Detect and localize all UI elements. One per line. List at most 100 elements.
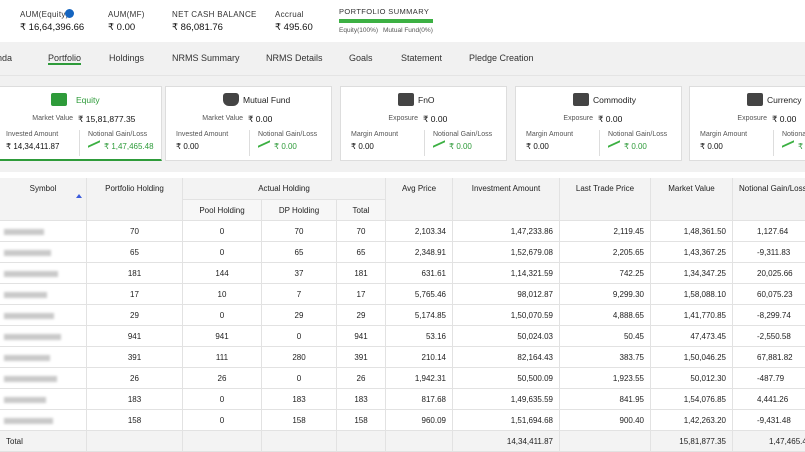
- asset-card[interactable]: Commodity Exposure ₹ 0.00 Margin Amount ₹ 0.…: [515, 86, 682, 161]
- metric-label: AUM(Equity): [20, 10, 69, 19]
- header-cell: Notional Gain/Loss: [733, 178, 805, 221]
- header-cell: Actual Holding: [183, 178, 386, 200]
- card-left-value: ₹ 0.00: [526, 142, 549, 151]
- header-cell: Last Trade Price: [560, 178, 651, 221]
- symbol-cell: [0, 389, 87, 410]
- header-cell: Portfolio Holding: [87, 178, 183, 221]
- header-cell: Symbol: [0, 178, 87, 221]
- symbol-cell: [0, 326, 87, 347]
- card-primary-label: Market Value: [202, 115, 243, 122]
- table-cell: 82,164.43: [453, 347, 560, 368]
- metric-label: AUM(MF): [108, 10, 145, 19]
- table-cell: 1,51,694.68: [453, 410, 560, 431]
- table-cell: 391: [337, 347, 386, 368]
- table-cell: 9,299.30: [560, 284, 651, 305]
- table-cell: 26: [87, 368, 183, 389]
- card-primary-value: ₹ 0.00: [248, 114, 273, 124]
- asset-card[interactable]: Equity Market Value ₹ 15,81,877.35 Invested…: [0, 86, 162, 161]
- card-divider: [79, 130, 80, 156]
- table-cell: 65: [87, 242, 183, 263]
- total-cell: 1,47,465.48: [733, 431, 805, 452]
- table-cell: 60,075.23: [733, 284, 805, 305]
- trend-icon: [88, 140, 100, 153]
- nav-tab[interactable]: NRMS Summary: [172, 53, 240, 63]
- table-cell: 1,41,770.85: [651, 305, 733, 326]
- nav-tab[interactable]: NRMS Details: [266, 53, 323, 63]
- table-cell: 1,50,070.59: [453, 305, 560, 326]
- header-cell: Avg Price: [386, 178, 453, 221]
- card-title: Equity: [76, 95, 100, 105]
- card-divider: [599, 130, 600, 156]
- table-cell: 742.25: [560, 263, 651, 284]
- table-cell: 1,49,635.59: [453, 389, 560, 410]
- table-cell: 7: [262, 284, 337, 305]
- table-cell: 111: [183, 347, 262, 368]
- card-left-label: Margin Amount: [526, 131, 574, 138]
- table-cell: 210.14: [386, 347, 453, 368]
- symbol-cell: [0, 221, 87, 242]
- summary-equity: Equity(100%): [339, 27, 379, 34]
- card-right-value: ₹ 0.00: [449, 142, 472, 151]
- symbol-cell: [0, 242, 87, 263]
- card-primary-label: Market Value: [32, 115, 73, 122]
- metric-label: Accrual: [275, 10, 304, 19]
- symbol-cell: [0, 410, 87, 431]
- nav-tab[interactable]: Portfolio: [48, 53, 82, 65]
- table-cell: 158: [262, 410, 337, 431]
- table-cell: 0: [183, 389, 262, 410]
- metric-value: ₹ 495.60: [275, 22, 313, 33]
- blurred-symbol: [4, 250, 51, 256]
- blurred-symbol: [4, 355, 50, 361]
- card-title: FnO: [418, 95, 435, 105]
- table-cell: 2,119.45: [560, 221, 651, 242]
- asset-card[interactable]: Mutual Fund Market Value ₹ 0.00 Invested Am…: [165, 86, 332, 161]
- table-cell: 158: [87, 410, 183, 431]
- card-title: Commodity: [593, 95, 636, 105]
- trend-icon: [433, 140, 445, 153]
- table-cell: 67,881.82: [733, 347, 805, 368]
- table-cell: 0: [262, 326, 337, 347]
- table-cell: 50,024.03: [453, 326, 560, 347]
- card-right-label: Notional Gain/Loss: [88, 131, 148, 138]
- metric-label: NET CASH BALANCE: [172, 10, 257, 19]
- asset-card[interactable]: Currency Exposure ₹ 0.00 Margin Amount ₹ 0.0…: [689, 86, 805, 161]
- header-cell: Pool Holding: [183, 200, 262, 221]
- card-left-value: ₹ 0.00: [176, 142, 199, 151]
- table-cell: 1,42,263.20: [651, 410, 733, 431]
- card-icon: [747, 93, 763, 106]
- table-cell: 817.68: [386, 389, 453, 410]
- header-cell: Total: [337, 200, 386, 221]
- card-title: Mutual Fund: [243, 95, 291, 105]
- table-cell: 50,500.09: [453, 368, 560, 389]
- nav-tab[interactable]: enda: [0, 53, 13, 63]
- nav-tab[interactable]: Pledge Creation: [469, 53, 534, 63]
- blurred-symbol: [4, 397, 46, 403]
- table-cell: 181: [337, 263, 386, 284]
- card-left-value: ₹ 0.00: [700, 142, 723, 151]
- table-cell: 1,47,233.86: [453, 221, 560, 242]
- card-icon: [398, 93, 414, 106]
- card-primary-label: Exposure: [737, 115, 767, 122]
- table-cell: 631.61: [386, 263, 453, 284]
- blurred-symbol: [4, 292, 47, 298]
- table-cell: 53.16: [386, 326, 453, 347]
- card-primary-label: Exposure: [388, 115, 418, 122]
- card-icon: [573, 93, 589, 106]
- table-cell: 841.95: [560, 389, 651, 410]
- table-cell: 0: [183, 410, 262, 431]
- summary-title: PORTFOLIO SUMMARY: [339, 7, 430, 16]
- table-cell: 29: [262, 305, 337, 326]
- table-cell: 70: [337, 221, 386, 242]
- nav-tab[interactable]: Statement: [401, 53, 443, 63]
- table-cell: 1,942.31: [386, 368, 453, 389]
- nav-tab[interactable]: Goals: [349, 53, 373, 63]
- nav-tab[interactable]: Holdings: [109, 53, 145, 63]
- asset-card[interactable]: FnO Exposure ₹ 0.00 Margin Amount ₹ 0.00 Noti…: [340, 86, 507, 161]
- total-label: Total: [0, 431, 87, 452]
- header-cell: Investment Amount: [453, 178, 560, 221]
- blurred-symbol: [4, 334, 61, 340]
- card-right-value: ₹ 1,47,465.48: [104, 142, 154, 151]
- trend-icon: [782, 140, 794, 153]
- total-cell: 15,81,877.35: [651, 431, 733, 452]
- table-cell: 183: [337, 389, 386, 410]
